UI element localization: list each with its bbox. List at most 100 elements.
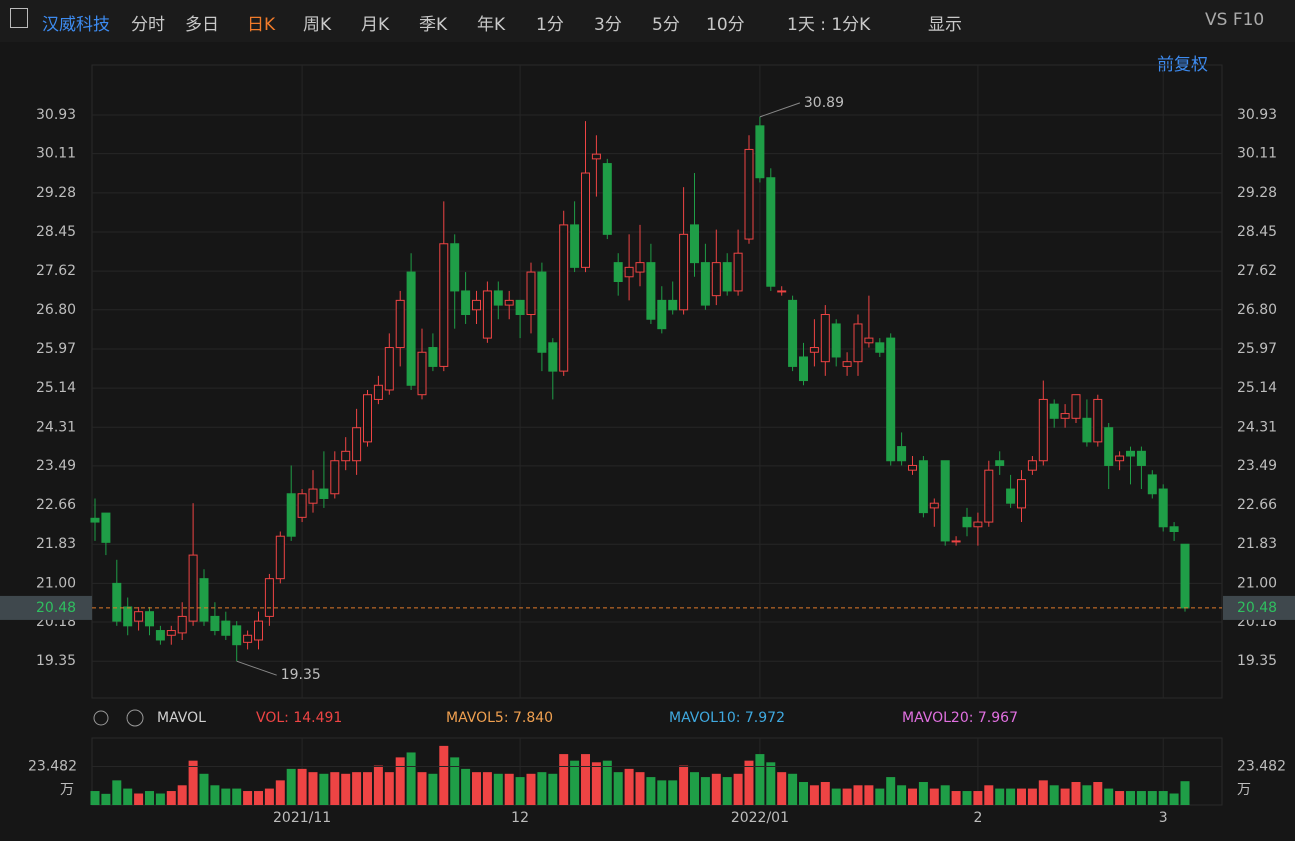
candle-body <box>177 615 187 634</box>
volume-bar <box>940 785 950 805</box>
tab[interactable]: 日K <box>247 15 276 35</box>
annotation-label: 19.35 <box>281 667 321 683</box>
y-tick-label-right: 19.35 <box>1237 653 1277 669</box>
last-price-label: 20.48 <box>1237 600 1277 616</box>
stock-name[interactable]: 汉威科技 <box>42 15 110 35</box>
candle-body <box>428 347 438 367</box>
tab[interactable]: 5分 <box>652 15 680 35</box>
candle-body <box>602 163 612 235</box>
candle-body <box>504 299 514 306</box>
x-tick-label: 12 <box>511 810 529 826</box>
volume-tick-label: 23.482 <box>28 758 77 774</box>
y-tick-label: 24.31 <box>36 419 76 435</box>
y-tick-label-right: 25.14 <box>1237 380 1277 396</box>
volume-bar <box>624 768 634 805</box>
volume-bar <box>875 788 885 805</box>
volume-legend: VOL: 14.491 <box>256 710 342 726</box>
volume-bar <box>90 791 100 805</box>
volume-bar <box>886 777 896 805</box>
y-tick-label: 30.93 <box>36 107 76 123</box>
candle-body <box>406 271 416 386</box>
tab[interactable]: 季K <box>419 15 448 35</box>
volume-bar <box>929 788 939 805</box>
period[interactable]: 1天 : 1分K <box>787 15 871 35</box>
volume-bar <box>1169 793 1179 805</box>
y-tick-label: 25.97 <box>36 341 76 357</box>
candle-body <box>221 620 231 636</box>
volume-bar <box>221 788 231 805</box>
tab[interactable]: 周K <box>303 15 332 35</box>
candle-body <box>657 299 667 330</box>
candle-body <box>537 271 547 353</box>
candle-body <box>984 469 994 523</box>
candle-body <box>515 299 525 316</box>
volume-bar <box>777 772 787 805</box>
volume-bar <box>384 772 394 805</box>
brand[interactable]: VS F10 <box>1205 10 1265 30</box>
volume-bar <box>1049 785 1059 805</box>
candle-body <box>145 611 154 627</box>
volume-bar <box>417 772 427 805</box>
y-tick-label: 27.62 <box>36 263 76 279</box>
volume-bar <box>373 765 383 805</box>
tab[interactable]: 月K <box>361 15 390 35</box>
tab[interactable]: 分时 <box>131 15 165 35</box>
volume-bar <box>166 791 176 805</box>
volume-bar <box>831 788 841 805</box>
y-tick-label-right: 23.49 <box>1237 458 1277 474</box>
volume-bar <box>668 780 678 805</box>
candle-body <box>352 427 362 462</box>
volume-bar <box>275 780 285 805</box>
candle-body <box>864 337 874 344</box>
candle-body <box>341 450 351 462</box>
volume-bar <box>406 752 416 805</box>
tab[interactable]: 1分 <box>536 15 564 35</box>
y-tick-label: 28.45 <box>36 224 76 240</box>
volume-bar <box>504 773 514 805</box>
volume-bar <box>472 772 481 805</box>
menu-icon[interactable] <box>10 8 28 28</box>
display-menu[interactable]: 显示 <box>928 15 962 35</box>
volume-bar <box>613 772 623 805</box>
last-price-label: 20.48 <box>36 600 76 616</box>
candle-body <box>1136 450 1146 466</box>
settings-icon[interactable] <box>93 710 109 726</box>
last-price-box <box>0 595 92 620</box>
candle-body <box>700 262 710 306</box>
volume-bar <box>951 791 961 805</box>
volume-bar <box>1115 791 1125 805</box>
volume-bar <box>1180 781 1190 805</box>
y-tick-label: 23.49 <box>36 458 76 474</box>
toolbar: 汉威科技 分时 多日 日K 周K 月K 季K 年K 1分 3分 5分 10分 1天 : 1分K 显示… <box>0 0 1295 75</box>
candle-body <box>1006 488 1016 504</box>
volume-bar <box>177 785 187 805</box>
candle-body <box>755 125 765 179</box>
candle-body <box>264 578 274 617</box>
volume-bar <box>1158 791 1168 805</box>
volume-bar <box>341 773 351 805</box>
candle-body <box>373 384 383 400</box>
tab[interactable]: 10分 <box>706 15 745 35</box>
volume-bar <box>450 757 460 805</box>
y-tick-label: 21.00 <box>36 575 76 591</box>
candle-body <box>733 252 743 292</box>
y-tick-label-right: 27.62 <box>1237 263 1277 279</box>
y-tick-label: 21.83 <box>36 536 76 552</box>
candle-body <box>613 262 623 283</box>
tab[interactable]: 多日 <box>185 15 219 35</box>
volume-bar <box>711 773 721 805</box>
volume-bar <box>646 777 656 805</box>
candle-body <box>722 262 732 292</box>
volume-bar <box>853 785 863 805</box>
tab[interactable]: 3分 <box>594 15 622 35</box>
volume-bar <box>918 782 928 805</box>
candle-body <box>450 243 460 292</box>
volume-bar <box>1060 788 1070 805</box>
tab[interactable]: 年K <box>477 15 506 35</box>
volume-legend: MAVOL10: 7.972 <box>669 710 785 726</box>
candle-body <box>766 177 776 287</box>
volume-unit-right: 万 <box>1237 782 1251 798</box>
candle-body <box>90 517 100 523</box>
candle-body <box>668 299 678 311</box>
volume-bar <box>254 791 263 805</box>
